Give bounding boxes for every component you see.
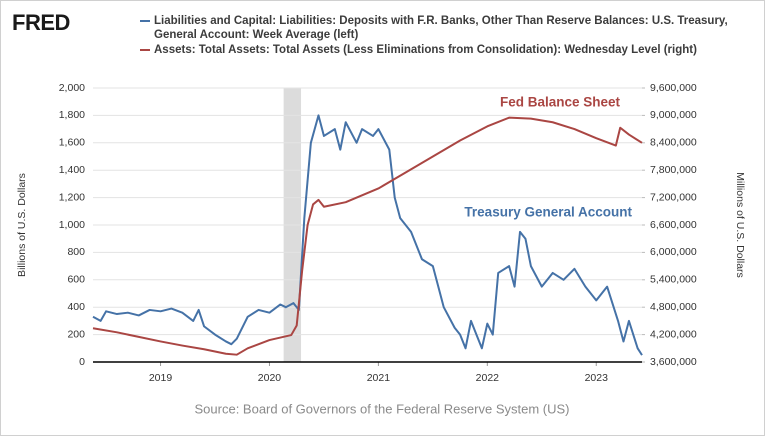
y-tick-label: 1,600 — [59, 137, 85, 149]
y-tick-label: 200 — [67, 328, 85, 340]
y2-tick-label: 7,200,000 — [650, 191, 697, 203]
annotation: Treasury General Account — [464, 205, 632, 220]
y-axis-label: Billions of U.S. Dollars — [16, 173, 28, 277]
y-tick-label: 2,000 — [59, 82, 85, 94]
x-tick-label: 2020 — [258, 372, 282, 384]
legend-label: Liabilities and Capital: Liabilities: De… — [154, 15, 728, 41]
y-tick-label: 1,000 — [59, 219, 85, 231]
y-tick-label: 1,400 — [59, 164, 85, 176]
annotation: Fed Balance Sheet — [500, 95, 621, 110]
x-tick-label: 2021 — [367, 372, 391, 384]
y2-tick-label: 8,400,000 — [650, 137, 697, 149]
y2-tick-label: 3,600,000 — [650, 356, 697, 368]
legend: Liabilities and Capital: Liabilities: De… — [140, 14, 740, 58]
y-tick-label: 0 — [79, 356, 85, 368]
y2-tick-label: 5,400,000 — [650, 274, 697, 286]
x-tick-label: 2023 — [585, 372, 609, 384]
legend-swatch — [140, 20, 150, 22]
x-tick-label: 2019 — [149, 372, 173, 384]
source: Source: Board of Governors of the Federa… — [195, 401, 570, 416]
y2-tick-label: 9,000,000 — [650, 109, 697, 121]
x-tick-label: 2022 — [476, 372, 500, 384]
y2-tick-label: 7,800,000 — [650, 164, 697, 176]
logo: FRED — [12, 10, 70, 35]
y-tick-label: 1,200 — [59, 191, 85, 203]
y-tick-label: 600 — [67, 274, 85, 286]
y2-tick-label: 4,800,000 — [650, 301, 697, 313]
y-tick-label: 1,800 — [59, 109, 85, 121]
series-line — [92, 116, 643, 356]
legend-swatch — [140, 49, 150, 51]
legend-item: Assets: Total Assets: Total Assets (Less… — [140, 43, 740, 57]
y2-tick-label: 6,000,000 — [650, 246, 697, 258]
y-tick-label: 400 — [67, 301, 85, 313]
series-line — [92, 114, 643, 356]
y-tick-label: 800 — [67, 246, 85, 258]
legend-label: Assets: Total Assets: Total Assets (Less… — [154, 44, 697, 56]
y2-axis-label: Millions of U.S. Dollars — [734, 172, 746, 278]
y2-tick-label: 6,600,000 — [650, 219, 697, 231]
y2-tick-label: 4,200,000 — [650, 328, 697, 340]
legend-item: Liabilities and Capital: Liabilities: De… — [140, 14, 740, 42]
y2-tick-label: 9,600,000 — [650, 82, 697, 94]
